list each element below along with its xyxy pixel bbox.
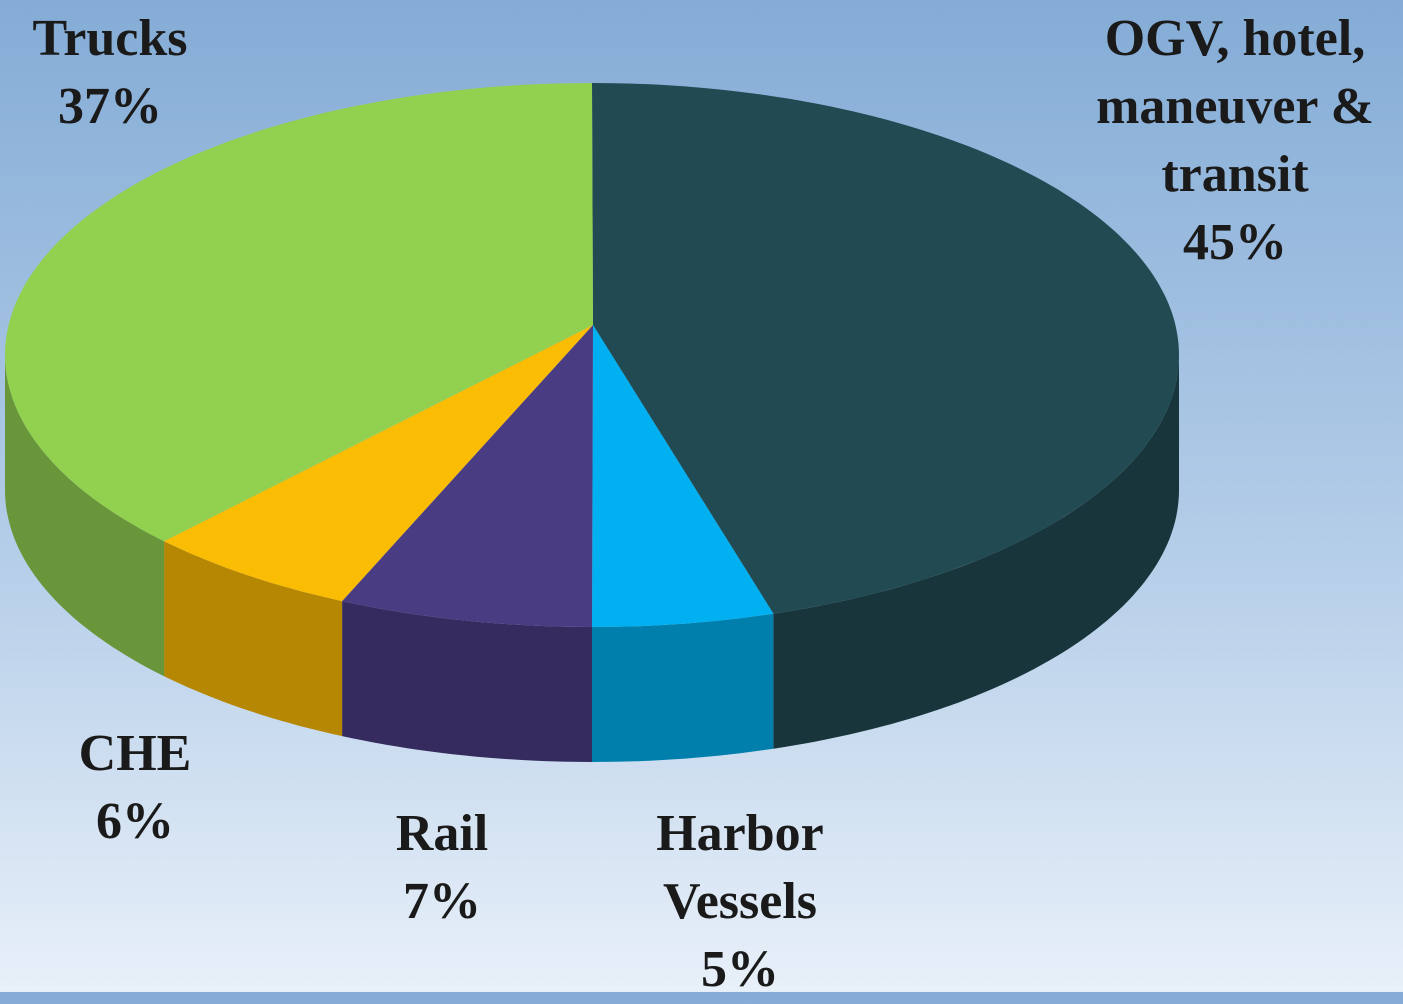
data-label: OGV, hotel, maneuver & transit 45% (1070, 5, 1400, 277)
slice (592, 83, 1179, 614)
category-label: OGV, hotel, maneuver & transit (1096, 10, 1374, 203)
category-label: Harbor Vessels (656, 805, 824, 930)
slice (592, 325, 774, 627)
category-label: Trucks (32, 10, 188, 67)
value-label: 7% (403, 873, 481, 930)
slice (342, 325, 593, 627)
data-label: CHE 6% (35, 720, 235, 856)
value-label: 5% (701, 941, 779, 998)
slice-side (5, 355, 165, 677)
value-label: 37% (58, 78, 162, 135)
data-label: Harbor Vessels 5% (620, 800, 860, 1004)
category-label: Rail (395, 805, 489, 862)
data-label: Trucks 37% (0, 5, 220, 141)
category-label: CHE (78, 725, 192, 782)
value-label: 45% (1183, 214, 1287, 271)
value-label: 6% (96, 793, 174, 850)
data-label: Rail 7% (342, 800, 542, 936)
slice-side (592, 613, 774, 762)
slice-side (342, 601, 592, 762)
slice (164, 325, 593, 602)
slice (5, 83, 593, 542)
slice-side (164, 541, 343, 737)
slice-side (773, 355, 1179, 749)
